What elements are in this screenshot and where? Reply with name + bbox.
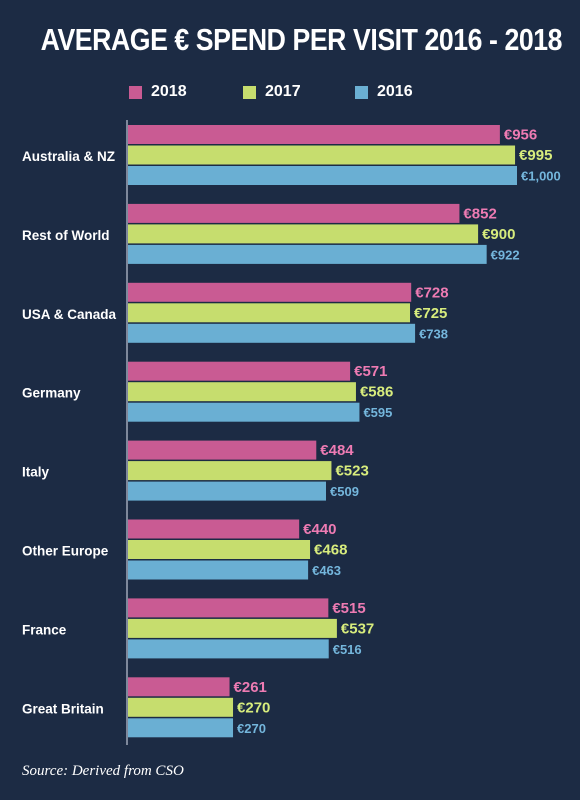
legend-label-2018: 2018 [151, 83, 187, 100]
bar-2017 [128, 540, 311, 559]
data-label-2017: €537 [341, 620, 374, 637]
bar-2016 [128, 718, 234, 738]
bar-2018 [128, 125, 500, 144]
bar-2018 [128, 677, 230, 697]
legend-swatch-2017 [243, 85, 256, 99]
data-label-2018: €956 [504, 127, 537, 144]
data-label-2017: €270 [237, 699, 270, 716]
category-label: Rest of World [22, 228, 110, 243]
data-label-2018: €484 [320, 442, 354, 459]
category-label: Australia & NZ [22, 149, 115, 164]
category-label: Italy [22, 465, 50, 480]
bar-2017 [128, 618, 337, 638]
bar-2017 [128, 461, 332, 481]
bar-2018 [128, 282, 412, 302]
legend-swatch-2016 [355, 85, 368, 99]
bar-2018 [128, 598, 329, 618]
data-label-2018: €728 [415, 284, 448, 301]
data-label-2016: €738 [419, 326, 448, 341]
bar-2018 [128, 440, 317, 460]
category-label: France [22, 622, 67, 637]
source-note: Source: Derived from CSO [22, 763, 184, 779]
legend-label-2017: 2017 [265, 83, 301, 100]
bar-2016 [128, 166, 517, 185]
bar-2016 [128, 323, 416, 343]
bar-2018 [128, 203, 460, 223]
legend-item-2018: 2018 [129, 83, 187, 101]
bar-2016 [128, 639, 329, 659]
legend-item-2016: 2016 [355, 83, 413, 101]
legend-label-2016: 2016 [377, 83, 413, 100]
data-label-2018: €261 [234, 679, 267, 696]
bar-2017 [128, 303, 411, 323]
bar-2016 [128, 244, 487, 264]
data-label-2017: €468 [314, 542, 347, 559]
data-label-2016: €922 [491, 247, 520, 262]
bar-2016 [128, 481, 327, 501]
bar-2018 [128, 361, 351, 381]
data-label-2018: €515 [332, 600, 365, 617]
data-label-2018: €571 [354, 363, 387, 380]
data-label-2016: €270 [237, 721, 266, 736]
legend-swatch-2018 [129, 85, 142, 99]
data-label-2017: €586 [360, 384, 393, 401]
chart-legend: 2018 2017 2016 [0, 83, 580, 103]
data-label-2016: €595 [363, 405, 392, 420]
data-label-2016: €509 [330, 484, 359, 499]
data-label-2016: €516 [333, 642, 362, 657]
data-label-2016: €1,000 [521, 169, 561, 184]
bar-2017 [128, 224, 479, 244]
bar-2016 [128, 402, 360, 422]
legend-item-2017: 2017 [243, 83, 301, 101]
category-label: Great Britain [22, 701, 104, 716]
chart-title: AVERAGE € SPEND PER VISIT 2016 - 2018 [40, 22, 563, 57]
bar-2017 [128, 145, 516, 165]
bar-2016 [128, 560, 309, 580]
data-label-2017: €523 [335, 463, 368, 480]
data-label-2018: €440 [303, 521, 336, 538]
data-label-2016: €463 [312, 563, 341, 578]
data-label-2017: €725 [414, 305, 447, 322]
category-label: Other Europe [22, 544, 109, 559]
data-label-2017: €900 [482, 226, 515, 243]
category-label: USA & Canada [22, 307, 117, 322]
bar-2017 [128, 697, 234, 717]
data-label-2017: €995 [519, 147, 552, 164]
bar-2017 [128, 382, 356, 402]
bar-2018 [128, 519, 300, 539]
category-label: Germany [22, 386, 81, 401]
data-label-2018: €852 [463, 205, 496, 222]
